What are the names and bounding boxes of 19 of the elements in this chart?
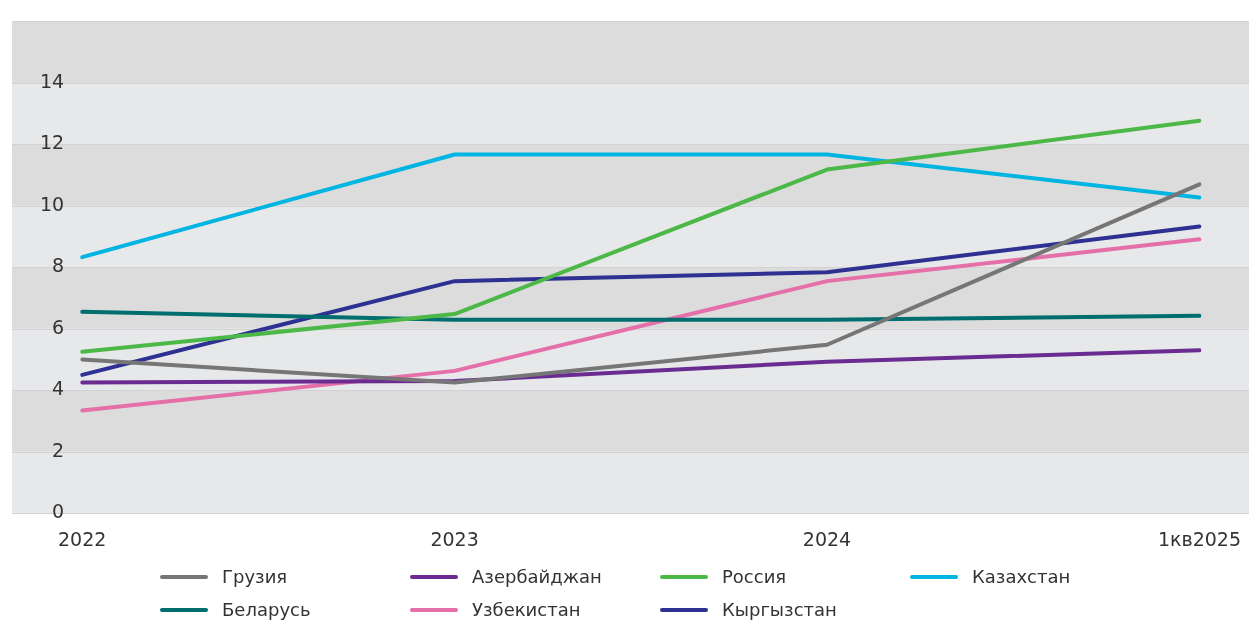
y-tick-label: 8	[52, 254, 65, 277]
legend-label: Грузия	[222, 566, 288, 587]
legend-label: Казахстан	[972, 566, 1071, 587]
legend-label: Кыргызстан	[722, 599, 837, 620]
x-tick-label: 2023	[430, 527, 479, 550]
y-tick-label: 14	[39, 69, 65, 92]
x-tick-label: 1кв2025	[1157, 527, 1241, 550]
y-tick-label: 6	[52, 315, 65, 338]
y-tick-label: 10	[39, 192, 65, 215]
legend-label: Беларусь	[222, 599, 311, 620]
legend-label: Россия	[722, 566, 787, 587]
legend-label: Азербайджан	[472, 566, 602, 587]
x-tick-label: 2024	[802, 527, 852, 550]
y-tick-label: 2	[52, 438, 65, 461]
y-tick-label: 12	[39, 131, 65, 154]
x-tick-label: 2022	[58, 527, 107, 550]
legend-label: Узбекистан	[472, 599, 581, 620]
y-tick-label: 4	[52, 377, 65, 400]
y-tick-label: 0	[52, 500, 65, 523]
